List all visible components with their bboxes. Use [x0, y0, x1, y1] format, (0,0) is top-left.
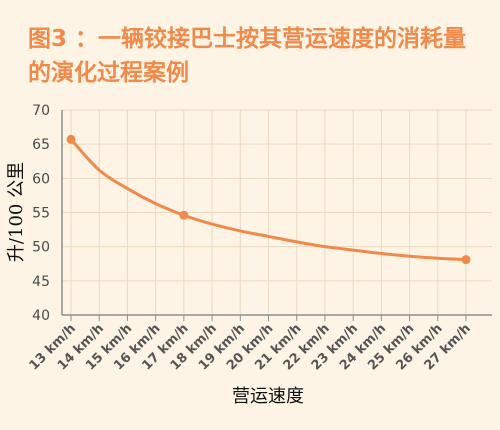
y-tick-label: 50: [32, 240, 50, 256]
data-point: [179, 210, 189, 220]
y-axis-label: 升/100 公里: [6, 162, 27, 262]
y-tick-label: 40: [32, 308, 50, 324]
y-tick-label: 65: [32, 137, 50, 153]
x-tick-labels: 13 km/h14 km/h15 km/h16 km/h17 km/h18 km…: [27, 321, 474, 373]
data-point: [66, 134, 76, 144]
data-point: [461, 255, 471, 265]
y-tick-labels: 40 45 50 55 60 65 70: [32, 103, 50, 324]
y-tick-label: 60: [32, 171, 50, 187]
y-tick-label: 70: [32, 103, 50, 119]
y-tick-label: 45: [32, 274, 50, 290]
axes: [61, 110, 492, 321]
grid: [62, 109, 492, 315]
series: [66, 134, 471, 265]
y-tick-label: 55: [32, 206, 50, 222]
x-axis-label: 营运速度: [232, 386, 304, 407]
series-line: [69, 137, 468, 262]
chart-title: 图3 ：一辆铰接巴士按其营运速度的消耗量的演化过程案例: [28, 26, 467, 86]
